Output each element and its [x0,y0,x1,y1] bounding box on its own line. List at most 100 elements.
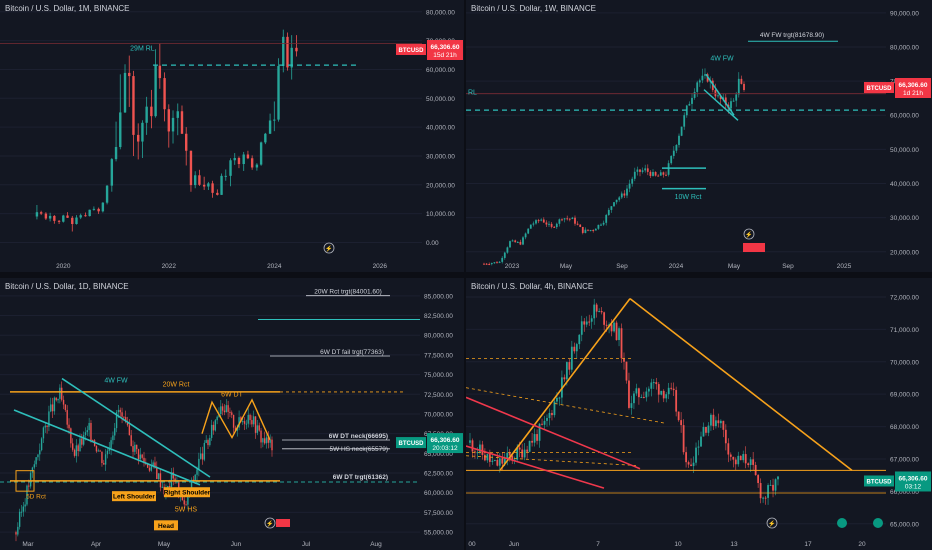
x-tick-label: May [728,263,741,270]
candle-body [130,435,132,447]
candle-body [602,222,605,225]
y-tick-label: 60,000.00 [890,113,919,120]
candle-body [79,215,82,218]
fw-upper-line [705,73,735,116]
chart-title-1d: Bitcoin / U.S. Dollar, 1D, BINANCE [5,282,129,291]
y-tick-label: 30,000.00 [890,215,919,222]
candle-body [698,80,701,83]
candle-body [229,411,231,413]
y-tick-label: 60,000.00 [426,67,455,74]
trend-rising [499,298,631,471]
candle-body [501,458,504,464]
y-tick-label: 82,500.00 [424,313,453,320]
chart-panel-1m[interactable]: 80,000.0070,000.0060,000.0050,000.0040,0… [0,0,464,272]
candle-body [207,440,209,446]
fw-upper [61,377,211,478]
x-tick-label: 2026 [373,263,388,270]
candle-body [476,452,479,454]
candle-body [81,438,83,445]
candle-body [747,463,750,465]
candle-body [190,479,193,492]
trend-falling [629,297,853,471]
candle-body [749,459,752,465]
candle-body [563,377,566,380]
candle-body [578,334,581,345]
candle-body [247,414,249,424]
y-tick-label: 40,000.00 [426,125,455,132]
candle-body [644,168,647,171]
chart-1d-svg[interactable]: 85,000.00 82,500.00 80,000.00 77,500.00 75,0… [0,278,464,550]
candle-body [514,240,517,243]
candle-body [509,241,511,248]
chart-panel-1w[interactable]: 90,000.0080,000.0070,000.0060,000.0050,0… [466,0,932,272]
candle-body [205,440,207,443]
y-tick-label: 75,000.00 [424,372,453,379]
candle-body [558,219,561,224]
candle-body [603,312,606,325]
candle-body [650,382,653,389]
candle-body [22,506,25,512]
candle-body [628,380,630,408]
lightning-icon [323,242,335,254]
candle-body [143,457,145,464]
candle-body [35,457,37,465]
candle-body [762,497,764,499]
chart-panel-1d[interactable]: 85,000.00 82,500.00 80,000.00 77,500.00 75,0… [0,278,464,550]
candle-body [187,492,189,505]
candle-body [105,185,109,203]
chart-1m-svg[interactable]: 80,000.0070,000.0060,000.0050,000.0040,0… [0,0,464,272]
candle-body [543,420,546,425]
label-6w-dt: 6W DT [221,392,244,399]
candle-body [772,484,774,491]
candle-body [645,391,648,398]
candle-body [64,404,67,411]
fw-lower [13,409,201,486]
candle-body [48,411,50,427]
candle-body [181,495,184,501]
candle-body [631,178,634,184]
candle-body [506,452,509,459]
candle-body [568,362,571,370]
candle-body [260,430,262,443]
candle-body [185,504,187,506]
candle-body [263,438,266,444]
candle-body [503,458,506,464]
chart-panel-4h[interactable]: 72,000.00 71,000.00 70,000.00 69,000.00 68,0… [466,278,932,550]
candle-body [66,215,69,218]
candle-body [82,435,85,445]
x-tick-label: Jun [231,541,242,548]
y-tick-label: 80,000.00 [424,333,453,340]
candle-body [126,421,129,426]
candle-body [141,122,144,142]
candle-body [638,388,640,398]
candle-body [154,462,156,468]
candle-body [209,437,211,446]
label-20w-target: 20W Rct trgt(84001.60) [314,289,382,296]
candle-body [568,218,571,220]
candle-body [740,78,743,84]
candle-body [518,447,521,450]
candle-body [701,75,704,81]
candle-body [598,311,601,313]
candle-body [99,450,101,452]
candle-body [48,215,52,219]
candle-body [216,192,219,195]
candle-body [84,432,87,436]
chart-4h-svg[interactable]: 72,000.00 71,000.00 70,000.00 69,000.00 68,0… [466,278,932,550]
candle-body [221,406,224,411]
x-tick-label: 10 [674,541,682,548]
candle-body [555,223,558,228]
candle-body [652,172,654,176]
candle-body [220,406,222,415]
candle-body [737,78,740,95]
candle-body [600,311,603,313]
candle-body [485,263,488,265]
candle-body [258,425,260,431]
candle-body [245,423,248,425]
candle-body [157,473,160,480]
tag-head-bg [154,520,178,531]
chart-1w-svg[interactable]: 90,000.0080,000.0070,000.0060,000.0050,0… [466,0,932,272]
candle-body [62,215,65,222]
candle-body [641,170,644,172]
x-tick-label: 13 [730,541,738,548]
